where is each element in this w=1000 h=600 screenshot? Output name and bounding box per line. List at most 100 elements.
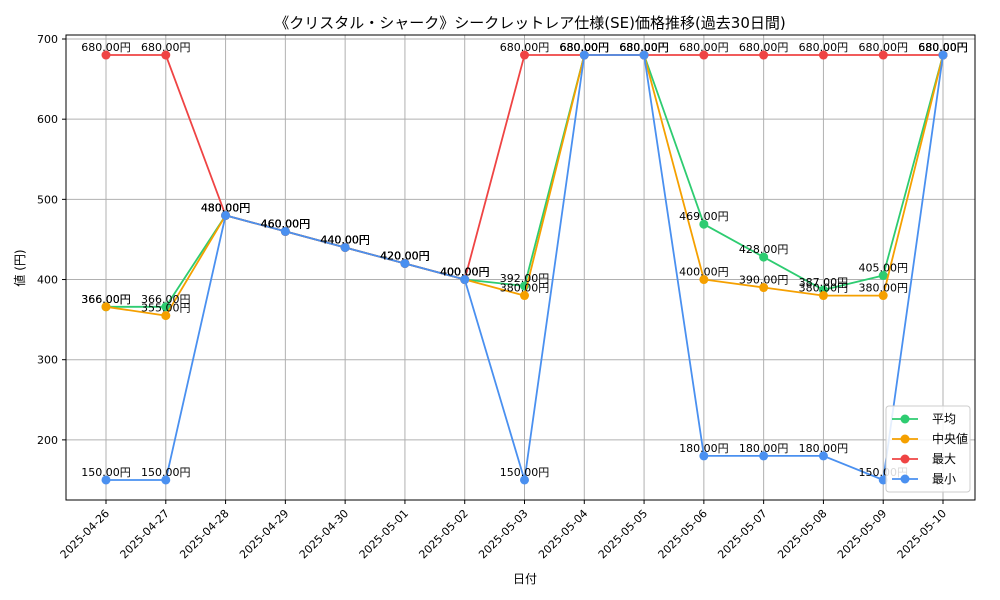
data-point xyxy=(101,50,111,60)
data-label: 680.00円 xyxy=(858,41,908,54)
data-point xyxy=(520,475,529,485)
x-tick-label: 2025-05-02 xyxy=(416,507,470,561)
y-tick-label: 300 xyxy=(37,354,58,367)
data-label: 420.00円 xyxy=(380,249,430,262)
data-label: 440.00円 xyxy=(320,233,370,246)
data-label: 680.00円 xyxy=(81,41,131,54)
data-label: 355.00円 xyxy=(141,302,191,315)
legend-swatch-marker xyxy=(900,414,910,424)
data-label: 680.00円 xyxy=(500,41,550,54)
data-label: 387.00円 xyxy=(799,276,849,289)
data-label: 680.00円 xyxy=(619,41,669,54)
legend-label: 平均 xyxy=(932,412,956,426)
legend-item: 最大 xyxy=(892,452,956,466)
data-label: 480.00円 xyxy=(201,201,251,214)
y-tick-label: 600 xyxy=(37,113,58,126)
data-point xyxy=(699,219,709,229)
x-axis: 2025-04-26 2025-04-27 2025-04-28 2025-04-29… xyxy=(58,500,949,561)
x-tick-label: 2025-04-26 xyxy=(58,507,112,561)
data-label: 400.00円 xyxy=(440,266,490,279)
data-point xyxy=(818,451,828,461)
data-label: 366.00円 xyxy=(81,293,131,306)
x-tick-label: 2025-05-01 xyxy=(357,507,411,561)
data-point xyxy=(878,271,888,281)
data-label: 460.00円 xyxy=(261,217,311,230)
y-axis-label: 値 (円) xyxy=(12,249,27,286)
data-point xyxy=(280,226,290,236)
x-tick-label: 2025-05-08 xyxy=(775,507,829,561)
data-label: 680.00円 xyxy=(560,41,610,54)
data-point xyxy=(101,302,111,312)
data-label: 460.00円 xyxy=(261,217,311,230)
data-label: 180.00円 xyxy=(679,442,729,455)
data-point xyxy=(938,50,948,60)
data-point xyxy=(699,451,709,461)
plot-frame xyxy=(65,34,976,501)
data-label: 460.00円 xyxy=(261,217,311,230)
legend-item: 最小 xyxy=(892,472,956,486)
data-label: 150.00円 xyxy=(500,466,550,479)
data-point xyxy=(759,283,769,293)
data-label: 680.00円 xyxy=(799,41,849,54)
x-tick-label: 2025-04-28 xyxy=(177,507,231,561)
x-axis-label: 日付 xyxy=(513,572,537,586)
data-point xyxy=(161,475,171,485)
legend-item: 中央値 xyxy=(892,431,968,446)
legend-swatch-marker xyxy=(900,474,910,484)
data-label: 428.00円 xyxy=(739,243,789,256)
data-label: 366.00円 xyxy=(141,293,191,306)
y-tick-label: 200 xyxy=(37,434,58,447)
grid xyxy=(66,35,975,500)
legend-box xyxy=(885,405,971,493)
data-point xyxy=(818,291,828,301)
x-tick-label: 2025-05-03 xyxy=(476,507,530,561)
data-labels: 366.00円 366.00円 480.00円 460.00円 440.00円 420.0… xyxy=(81,41,968,479)
data-label: 680.00円 xyxy=(918,41,968,54)
data-label: 380.00円 xyxy=(799,282,849,295)
data-label: 680.00円 xyxy=(560,41,610,54)
data-label: 680.00円 xyxy=(679,41,729,54)
data-label: 420.00円 xyxy=(380,249,430,262)
data-label: 680.00円 xyxy=(141,41,191,54)
data-label: 469.00円 xyxy=(679,210,729,223)
y-tick-label: 700 xyxy=(37,33,58,46)
data-label: 366.00円 xyxy=(81,293,131,306)
legend-swatch-marker xyxy=(900,434,910,444)
data-label: 400.00円 xyxy=(440,266,490,279)
legend-label: 中央値 xyxy=(932,431,968,446)
legend-label: 最大 xyxy=(932,452,956,466)
data-label: 680.00円 xyxy=(560,41,610,54)
data-label: 420.00円 xyxy=(380,249,430,262)
y-tick-label: 500 xyxy=(37,193,58,206)
data-label: 400.00円 xyxy=(440,266,490,279)
data-label: 405.00円 xyxy=(858,262,908,275)
x-tick-label: 2025-05-09 xyxy=(835,507,889,561)
data-point xyxy=(579,50,589,60)
x-tick-label: 2025-04-29 xyxy=(237,507,291,561)
x-tick-label: 2025-05-06 xyxy=(656,507,710,561)
data-label: 380.00円 xyxy=(858,282,908,295)
data-point xyxy=(101,475,111,485)
data-point xyxy=(759,50,769,60)
data-point xyxy=(759,451,769,461)
x-tick-label: 2025-04-30 xyxy=(297,507,351,561)
data-label: 680.00円 xyxy=(619,41,669,54)
data-label: 150.00円 xyxy=(141,466,191,479)
data-label: 480.00円 xyxy=(201,201,251,214)
data-point xyxy=(460,275,470,285)
data-point xyxy=(221,210,231,220)
x-tick-label: 2025-04-27 xyxy=(118,507,172,561)
data-label: 680.00円 xyxy=(918,41,968,54)
chart-title: 《クリスタル・シャーク》シークレットレア仕様(SE)価格推移(過去30日間) xyxy=(274,14,786,32)
y-tick-label: 400 xyxy=(37,274,58,287)
legend-swatch-marker xyxy=(900,454,910,464)
data-point xyxy=(699,275,709,285)
data-point xyxy=(161,302,171,312)
data-label: 392.00円 xyxy=(500,272,550,285)
data-point xyxy=(400,258,410,268)
data-label: 440.00円 xyxy=(320,233,370,246)
data-label: 440.00円 xyxy=(320,233,370,246)
data-label: 460.00円 xyxy=(261,217,311,230)
